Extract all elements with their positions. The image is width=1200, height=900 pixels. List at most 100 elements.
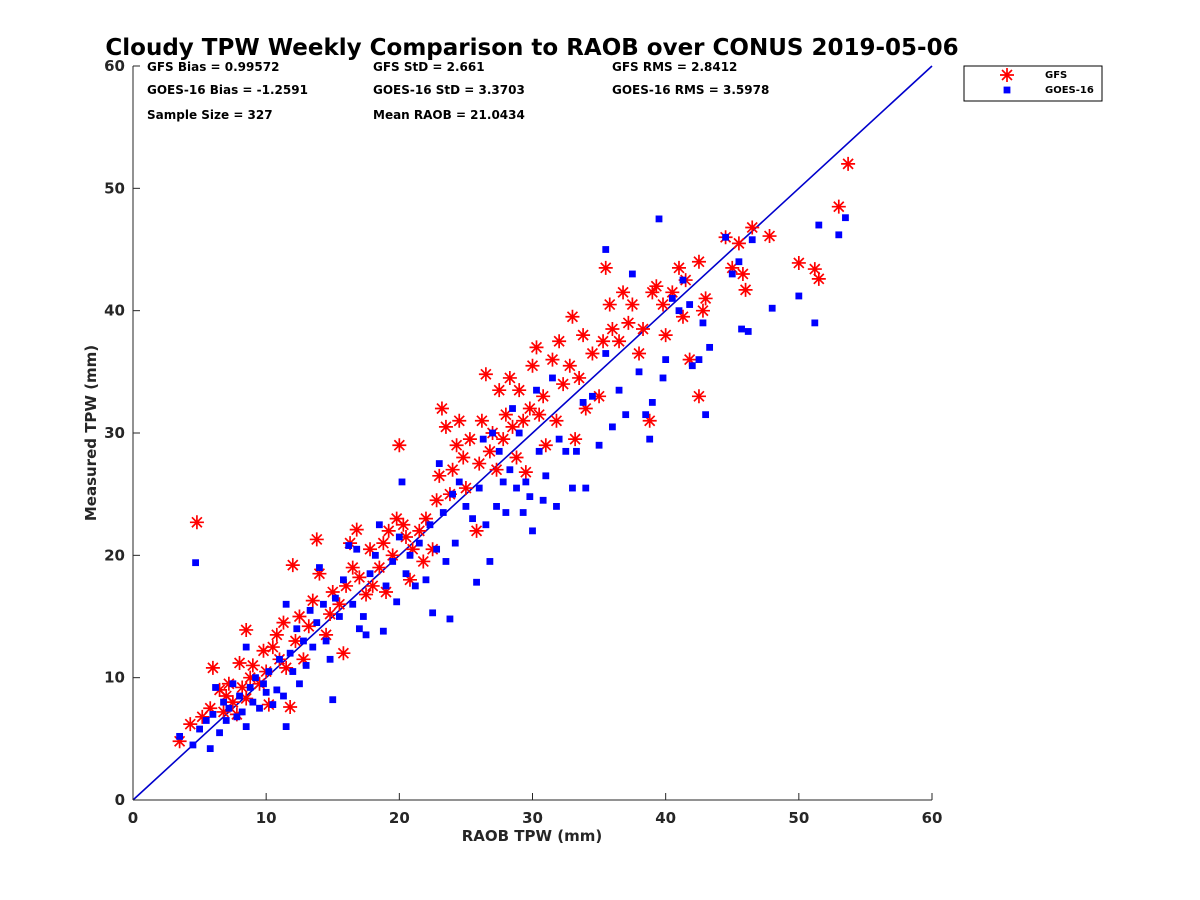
goes16-point (722, 233, 729, 241)
gfs-point (332, 597, 347, 612)
gfs-point (381, 523, 396, 538)
gfs-point (621, 315, 636, 330)
stats-block: GFS Bias = 0.99572 GFS StD = 2.661 GFS R… (147, 60, 769, 122)
goes16-point (236, 692, 243, 700)
gfs-point (565, 309, 580, 324)
x-tick-label: 60 (922, 809, 943, 827)
goes16-point (429, 609, 437, 617)
x-tick-label: 50 (788, 809, 809, 827)
goes16-point (489, 429, 496, 437)
gfs-point (243, 670, 258, 685)
gfs-point (323, 607, 338, 622)
legend-gfs-label: GFS (1045, 70, 1067, 81)
gfs-point (738, 282, 753, 297)
goes16-point (446, 615, 454, 623)
goes16-point (795, 292, 803, 300)
goes16-point (206, 745, 214, 753)
gfs-point (312, 566, 327, 581)
stat-goes16-rms: GOES-16 RMS = 3.5978 (612, 83, 769, 97)
x-tick-label: 20 (389, 809, 410, 827)
goes16-point (265, 668, 273, 675)
gfs-point (562, 358, 577, 373)
goes16-point (398, 478, 406, 486)
goes16-point (233, 713, 241, 721)
gfs-point (405, 542, 420, 557)
gfs-point (239, 691, 254, 706)
x-tick-label: 40 (655, 809, 676, 827)
gfs-point (605, 322, 620, 337)
goes16-point (469, 515, 476, 523)
goes16-point (509, 405, 516, 412)
gfs-point (675, 309, 690, 324)
goes16-point (506, 466, 514, 474)
gfs-point (691, 254, 706, 269)
goes16-point (835, 231, 843, 239)
gfs-point (276, 615, 291, 630)
gfs-point (288, 633, 303, 648)
goes16-point (602, 350, 610, 357)
y-tick-label: 50 (104, 179, 125, 197)
goes16-point (371, 551, 379, 559)
goes16-point (582, 484, 590, 492)
gfs-point (336, 646, 351, 661)
gfs-point (296, 652, 311, 667)
goes16-point (289, 668, 297, 675)
gfs-point (516, 413, 531, 428)
gfs-series (172, 156, 856, 749)
goes16-point (280, 692, 287, 700)
goes16-point (659, 374, 667, 382)
goes16-point (768, 304, 776, 312)
goes16-point (222, 717, 230, 724)
gfs-point (239, 622, 254, 637)
goes16-point (628, 270, 636, 278)
gfs-point (568, 432, 583, 447)
goes16-point (276, 655, 283, 663)
gfs-point (512, 383, 527, 398)
goes16-point (422, 576, 430, 584)
goes16-point (513, 484, 520, 492)
legend-goes16-label: GOES-16 (1045, 85, 1094, 96)
goes16-point (196, 725, 203, 733)
goes16-point (502, 509, 510, 516)
gfs-point (252, 676, 267, 691)
legend-box (963, 65, 1103, 102)
gfs-point (791, 255, 806, 270)
y-tick-label: 0 (115, 791, 125, 809)
legend-gfs-asterisk (1000, 68, 1014, 82)
x-tick-label: 0 (128, 809, 138, 827)
gfs-point (656, 297, 671, 312)
gfs-point (592, 389, 607, 404)
gfs-point (345, 560, 360, 575)
gfs-point (585, 346, 600, 361)
gfs-point (671, 260, 686, 275)
gfs-point (172, 734, 187, 749)
goes16-point (728, 270, 736, 278)
gfs-point (472, 456, 487, 471)
gfs-point (735, 266, 750, 281)
legend-gfs-marker (1000, 68, 1014, 82)
goes16-point (189, 741, 197, 749)
gfs-point (325, 585, 340, 600)
gfs-point (352, 570, 367, 585)
goes16-point (326, 655, 334, 663)
gfs-point (811, 271, 826, 286)
goes16-point (542, 472, 550, 480)
goes16-point (349, 600, 357, 608)
goes16-point (286, 649, 294, 657)
gfs-point (445, 462, 460, 477)
goes16-point (256, 704, 263, 712)
gfs-point (232, 655, 247, 670)
gfs-point (538, 438, 553, 453)
goes16-point (269, 701, 277, 708)
gfs-point (576, 328, 591, 343)
gfs-point (456, 450, 471, 465)
gfs-point (505, 419, 520, 434)
goes16-point (675, 307, 683, 315)
goes16-point (449, 490, 456, 498)
goes16-point (192, 559, 199, 567)
gfs-point (235, 680, 250, 695)
gfs-point (416, 554, 431, 569)
goes16-point (393, 598, 401, 606)
goes16-point (439, 509, 447, 516)
gfs-point (612, 334, 627, 349)
